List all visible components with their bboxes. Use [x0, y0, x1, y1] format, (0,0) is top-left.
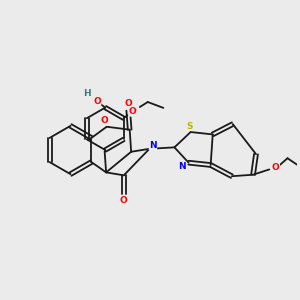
Text: N: N	[178, 162, 186, 171]
Text: O: O	[129, 107, 136, 116]
Text: O: O	[120, 196, 128, 206]
Text: N: N	[149, 141, 157, 150]
Text: S: S	[186, 122, 192, 130]
Text: H: H	[83, 89, 91, 98]
Text: O: O	[272, 164, 280, 172]
Text: O: O	[124, 99, 132, 108]
Text: O: O	[100, 116, 108, 125]
Text: O: O	[93, 97, 101, 106]
